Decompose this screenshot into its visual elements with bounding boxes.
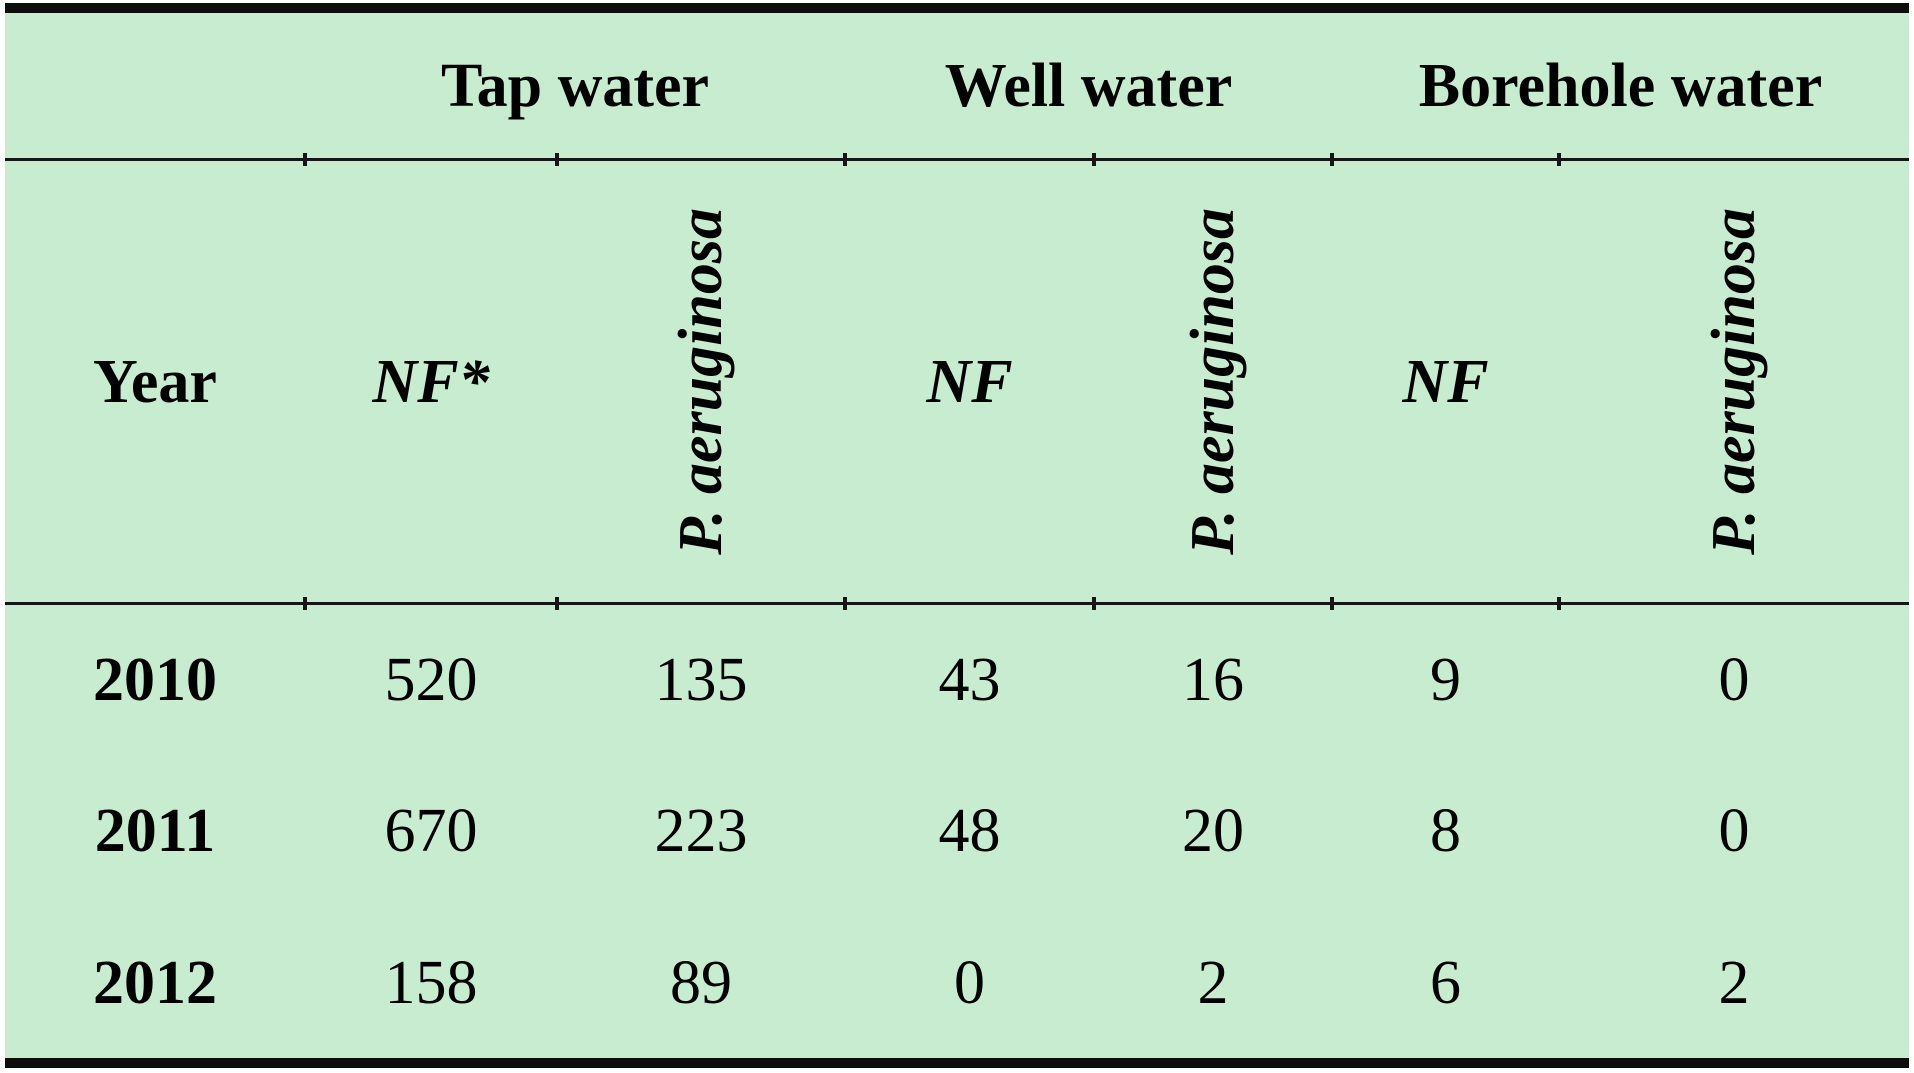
column-tick xyxy=(843,153,847,166)
row-2010-well-pa: 16 xyxy=(1182,646,1244,714)
row-2010-tap-pa: 135 xyxy=(654,646,748,714)
row-2011-borehole-pa: 0 xyxy=(1718,797,1750,865)
column-header-borehole-nf: NF xyxy=(1332,161,1559,605)
row-2010-well-nf: 43 xyxy=(938,646,1001,714)
group-header-well-water: Well water xyxy=(845,13,1332,161)
rotated-label-borehole-p-aeruginosa: P. aeruginosa xyxy=(1700,208,1768,555)
column-header-borehole-p-aeruginosa: P. aeruginosa xyxy=(1559,161,1909,605)
rotated-label-tap-p-aeruginosa: P. aeruginosa xyxy=(667,208,735,555)
column-header-tap-nf: NF* xyxy=(305,161,557,605)
row-2011-well-nf: 48 xyxy=(938,797,1001,865)
row-2010-year: 2010 xyxy=(93,646,217,714)
row-2012-well-nf: 0 xyxy=(954,948,985,1017)
column-tick xyxy=(303,597,307,610)
group-header-tap-water: Tap water xyxy=(305,13,845,161)
row-2011-well-pa: 20 xyxy=(1182,797,1244,865)
column-tick xyxy=(1557,597,1561,610)
row-2012-tap-pa: 89 xyxy=(670,948,732,1017)
column-tick xyxy=(1092,153,1096,166)
column-tick xyxy=(555,153,559,166)
column-header-well-nf: NF xyxy=(845,161,1094,605)
row-2011-tap-pa: 223 xyxy=(654,797,748,865)
row-2012-tap-nf: 158 xyxy=(384,948,478,1017)
column-tick xyxy=(1330,153,1334,166)
column-tick xyxy=(843,597,847,610)
row-2011-year: 2011 xyxy=(94,797,216,865)
row-2012-year: 2012 xyxy=(93,948,217,1017)
row-2010-borehole-pa: 0 xyxy=(1718,646,1750,714)
corner-empty-cell xyxy=(5,13,305,161)
row-2012-borehole-pa: 2 xyxy=(1718,948,1750,1017)
column-tick xyxy=(555,597,559,610)
table-grid: Tap water Well water Borehole water Year… xyxy=(5,13,1909,1058)
water-samples-table: Tap water Well water Borehole water Year… xyxy=(5,3,1909,1068)
row-2012-borehole-nf: 6 xyxy=(1430,948,1461,1017)
row-2011-borehole-nf: 8 xyxy=(1430,797,1461,865)
row-2012-well-pa: 2 xyxy=(1197,948,1229,1017)
row-2010-borehole-nf: 9 xyxy=(1430,646,1461,714)
column-header-tap-p-aeruginosa: P. aeruginosa xyxy=(557,161,845,605)
row-2011-tap-nf: 670 xyxy=(384,797,478,865)
group-header-borehole-water: Borehole water xyxy=(1332,13,1909,161)
rotated-label-well-p-aeruginosa: P. aeruginosa xyxy=(1179,208,1247,555)
row-2010-tap-nf: 520 xyxy=(384,646,478,714)
column-tick xyxy=(1330,597,1334,610)
column-header-well-p-aeruginosa: P. aeruginosa xyxy=(1094,161,1332,605)
column-header-year: Year xyxy=(5,161,305,605)
column-tick xyxy=(1092,597,1096,610)
column-tick xyxy=(303,153,307,166)
column-tick xyxy=(1557,153,1561,166)
